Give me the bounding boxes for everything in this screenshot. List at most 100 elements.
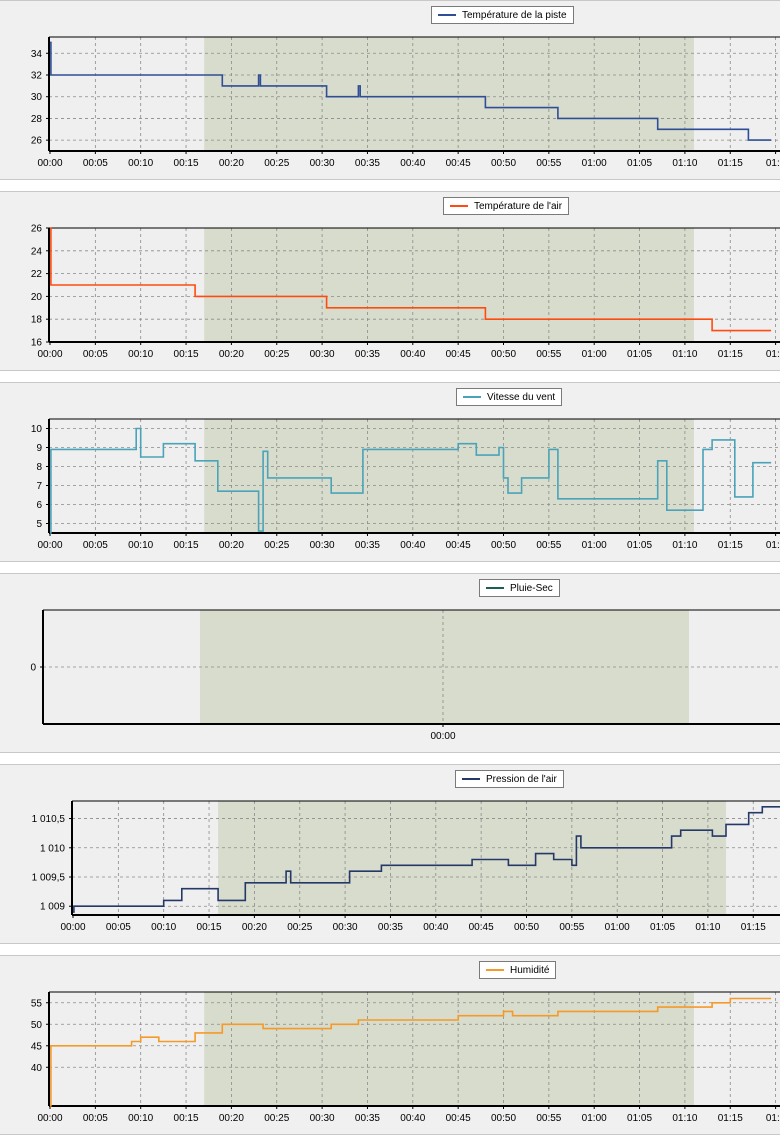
y-tick-label: 55 <box>31 998 43 1009</box>
x-tick-label: 00:45 <box>469 922 494 933</box>
x-tick-label: 01:05 <box>650 922 675 933</box>
x-tick-label: 01:15 <box>718 540 743 551</box>
x-tick-label: 00:20 <box>219 1113 244 1124</box>
y-tick-label: 7 <box>36 481 42 492</box>
legend-box: Pluie-Sec <box>479 579 560 597</box>
x-tick-label: 00:40 <box>400 1113 425 1124</box>
x-tick-label: 00:30 <box>333 922 358 933</box>
y-tick-label: 5 <box>36 519 42 530</box>
legend-swatch <box>450 205 468 207</box>
x-tick-label: 00:50 <box>491 158 516 169</box>
chart-svg-1: 00:00 00:05 00:10 00:15 00:20 00:25 00:30 00:35… <box>31 224 780 360</box>
x-tick-label: 00:15 <box>174 540 199 551</box>
x-tick-label: 00:30 <box>310 158 335 169</box>
x-tick-label: 00:00 <box>37 1113 62 1124</box>
x-tick-label: 00:50 <box>491 540 516 551</box>
x-tick-label: 00:55 <box>536 349 561 360</box>
x-tick-label: 00:35 <box>355 349 380 360</box>
y-tick-label: 20 <box>31 292 43 303</box>
y-tick-label: 6 <box>36 500 42 511</box>
x-tick-label: 01:05 <box>627 349 652 360</box>
y-tick-label: 24 <box>31 246 43 257</box>
legend-label: Pluie-Sec <box>510 582 553 594</box>
x-tick-label: 00:45 <box>446 540 471 551</box>
series-line <box>50 427 772 534</box>
x-tick-label: 01:2 <box>766 1113 780 1124</box>
x-tick-label: 00:35 <box>355 1113 380 1124</box>
x-tick-label: 00:05 <box>83 349 108 360</box>
chart-svg-2: 00:00 00:05 00:10 00:15 00:20 00:25 00:30 00:35… <box>31 418 780 551</box>
y-tick-label: 34 <box>31 49 43 60</box>
x-tick-label: 00:20 <box>242 922 267 933</box>
legend-swatch <box>486 587 504 589</box>
chart-svg-3: 00:00 0 <box>30 609 780 742</box>
x-tick-label: 01:15 <box>741 922 766 933</box>
x-tick-label: 00:40 <box>400 158 425 169</box>
x-tick-label: 00:55 <box>536 1113 561 1124</box>
y-tick-label: 50 <box>31 1020 43 1031</box>
chart-panel-humidity: 00:00 00:05 00:10 00:15 00:20 00:25 00:30 00:35… <box>0 955 780 1135</box>
legend-box: Pression de l'air <box>455 770 564 788</box>
x-tick-label: 01:00 <box>582 158 607 169</box>
x-tick-label: 00:30 <box>310 349 335 360</box>
x-tick-label: 01:10 <box>672 1113 697 1124</box>
x-tick-label: 00:40 <box>400 349 425 360</box>
x-tick-label: 00:15 <box>174 349 199 360</box>
legend-swatch <box>462 778 480 780</box>
session-band <box>204 37 694 151</box>
x-tick-label: 00:05 <box>83 540 108 551</box>
chart-panel-rain-dry: 00:00 0 Pluie-Sec <box>0 573 780 753</box>
y-tick-label: 28 <box>31 114 43 125</box>
x-tick-label: 01:2 <box>766 158 780 169</box>
y-tick-label: 10 <box>31 424 43 435</box>
legend-swatch <box>486 969 504 971</box>
series-line <box>73 806 780 913</box>
legend-label: Vitesse du vent <box>487 391 556 403</box>
x-tick-label: 01:15 <box>718 158 743 169</box>
x-tick-label: 00:05 <box>83 1113 108 1124</box>
x-tick-label: 01:00 <box>582 1113 607 1124</box>
legend-label: Température de la piste <box>462 9 567 21</box>
x-tick-label: 01:10 <box>672 158 697 169</box>
x-tick-label: 00:15 <box>197 922 222 933</box>
x-tick-label: 01:10 <box>695 922 720 933</box>
y-tick-label: 40 <box>31 1063 43 1074</box>
y-tick-label: 1 010 <box>40 843 65 854</box>
legend-label: Pression de l'air <box>486 773 557 785</box>
series-line <box>50 41 772 141</box>
x-tick-label: 00:45 <box>446 158 471 169</box>
x-tick-label: 00:00 <box>60 922 85 933</box>
y-tick-label: 32 <box>31 71 43 82</box>
x-tick-label: 00:25 <box>287 922 312 933</box>
x-tick-label: 00:30 <box>310 1113 335 1124</box>
x-tick-label: 01:05 <box>627 1113 652 1124</box>
x-tick-label: 01:05 <box>627 158 652 169</box>
x-tick-label: 01:2 <box>766 349 780 360</box>
x-tick-label: 00:20 <box>219 158 244 169</box>
x-tick-label: 00:50 <box>491 349 516 360</box>
x-tick-label: 00:50 <box>514 922 539 933</box>
x-tick-label: 01:00 <box>582 540 607 551</box>
x-tick-label: 00:45 <box>446 349 471 360</box>
legend-box: Température de l'air <box>443 197 570 215</box>
y-tick-label: 9 <box>36 443 42 454</box>
legend-box: Humidité <box>479 961 557 979</box>
x-tick-label: 00:15 <box>174 158 199 169</box>
chart-panel-wind-speed: 00:00 00:05 00:10 00:15 00:20 00:25 00:30 00:35… <box>0 382 780 562</box>
chart-svg-4: 00:00 00:05 00:10 00:15 00:20 00:25 00:30 00:35… <box>32 800 780 933</box>
chart-panel-air-temp: 00:00 00:05 00:10 00:15 00:20 00:25 00:30 00:35… <box>0 191 780 371</box>
x-tick-label: 00:35 <box>355 540 380 551</box>
y-tick-label: 1 009,5 <box>32 873 66 884</box>
series-line <box>50 997 772 1107</box>
x-tick-label: 00:55 <box>536 540 561 551</box>
x-tick-label: 00:10 <box>128 540 153 551</box>
x-tick-label: 00:05 <box>106 922 131 933</box>
y-tick-label: 26 <box>31 136 43 147</box>
y-tick-label: 8 <box>36 462 42 473</box>
x-tick-label: 01:2 <box>766 540 780 551</box>
x-tick-label: 00:55 <box>536 158 561 169</box>
session-band <box>204 228 694 342</box>
x-tick-label: 00:00 <box>430 731 455 742</box>
x-tick-label: 01:10 <box>672 349 697 360</box>
y-tick-label: 0 <box>30 663 36 674</box>
